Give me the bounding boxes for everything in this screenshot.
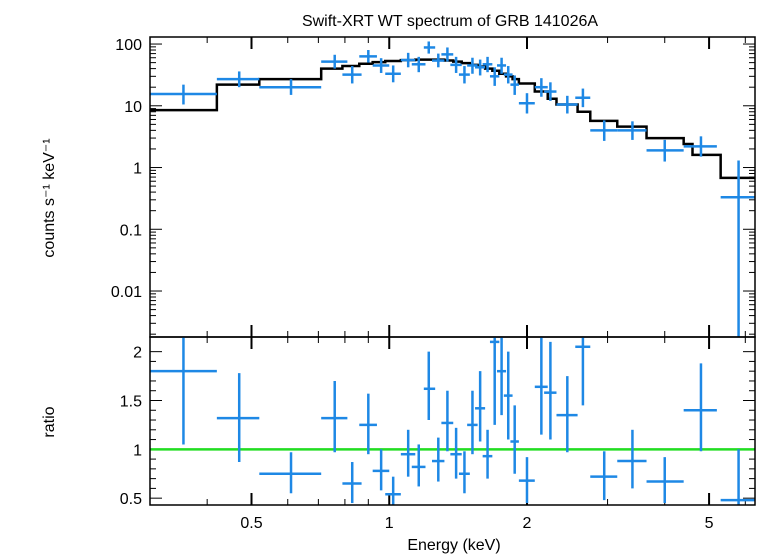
spectrum-data-point [575, 88, 591, 108]
spectrum-data-point [475, 59, 486, 76]
model-step-line [150, 58, 755, 180]
ratio-y-tick-label: 2 [133, 345, 142, 362]
x-axis-label: Energy (keV) [407, 537, 500, 554]
ratio-data-point [556, 376, 578, 453]
spectrum-data-point [556, 95, 578, 114]
ratio-data-point [259, 452, 322, 494]
top-y-tick-label: 10 [124, 99, 142, 116]
ratio-data-point [450, 427, 462, 479]
spectrum-panel: 0.01 0.1 1 10 100 [111, 36, 756, 338]
ratio-data-point [646, 457, 684, 504]
ratio-data-point [489, 337, 500, 425]
ratio-data-point [458, 451, 470, 494]
spectrum-data-point [497, 57, 507, 74]
spectrum-data-group [150, 41, 755, 337]
spectrum-data-point [518, 93, 535, 114]
top-y-tick-label: 0.1 [120, 222, 142, 239]
ratio-data-point [321, 380, 348, 453]
ratio-data-group [150, 337, 755, 505]
ratio-data-point [590, 451, 618, 501]
x-tick-label: 5 [705, 515, 714, 532]
ratio-panel: 0.5 1 1.5 2 0.5 1 2 5 [120, 336, 756, 532]
spectrum-data-point [431, 53, 445, 68]
ratio-y-tick-label: 1.5 [120, 393, 142, 410]
spectrum-data-point [450, 56, 462, 73]
ratio-data-point [534, 337, 548, 435]
spectrum-data-point [150, 84, 217, 105]
ratio-data-point [431, 437, 445, 482]
ratio-data-point [467, 390, 478, 455]
ratio-data-point [503, 351, 513, 440]
ratio-data-point [518, 457, 535, 504]
spectrum-panel-frame [149, 36, 756, 338]
spectrum-data-point [503, 66, 513, 84]
ratio-data-point [510, 405, 519, 474]
spectrum-data-point [720, 160, 755, 337]
ratio-data-point [683, 363, 717, 452]
ratio-data-point [400, 429, 416, 477]
spectrum-data-point [342, 66, 362, 84]
ratio-data-point [359, 393, 377, 455]
spectrum-data-point [510, 75, 519, 95]
spectrum-data-point [544, 82, 557, 101]
bottom-y-axis-label: ratio [41, 406, 58, 437]
spectrum-data-point [534, 78, 548, 97]
top-y-tick-label: 0.01 [111, 284, 142, 301]
ratio-data-point [482, 429, 493, 479]
ratio-data-point [385, 476, 401, 505]
spectrum-data-point [646, 139, 684, 162]
spectrum-data-point [411, 56, 426, 73]
ratio-y-tick-label: 0.5 [120, 491, 142, 508]
ratio-panel-frame [149, 336, 756, 506]
spectrum-data-point [467, 57, 478, 74]
spectrum-data-point [400, 52, 416, 68]
spectrum-data-point [372, 58, 390, 73]
spectrum-data-point [683, 136, 717, 157]
spectrum-data-point [321, 54, 348, 69]
top-y-tick-label: 1 [133, 161, 142, 178]
top-y-axis-label: counts s⁻¹ keV⁻¹ [41, 138, 58, 257]
spectrum-data-point [259, 79, 322, 95]
spectrum-data-point [617, 121, 647, 140]
ratio-data-point [216, 373, 260, 463]
ratio-data-point [497, 337, 507, 416]
spectrum-data-point [441, 47, 454, 62]
ratio-y-tick-label: 1 [133, 442, 142, 459]
spectrum-data-point [482, 56, 493, 73]
ratio-data-point [342, 462, 362, 504]
ratio-data-point [372, 449, 390, 491]
ratio-data-point [150, 337, 217, 445]
ratio-data-point [423, 351, 436, 421]
spectrum-data-point [489, 67, 500, 86]
model-curve-group [150, 58, 755, 180]
x-tick-label: 0.5 [240, 515, 262, 532]
x-tick-label: 2 [523, 515, 532, 532]
spectrum-data-point [458, 66, 470, 84]
ratio-data-point [575, 337, 591, 406]
ratio-data-point [544, 341, 557, 440]
ratio-data-point [720, 449, 755, 505]
x-tick-label: 1 [385, 515, 394, 532]
spectrum-data-point [423, 41, 436, 54]
chart-title: Swift-XRT WT spectrum of GRB 141026A [302, 13, 598, 30]
ratio-data-point [441, 390, 454, 452]
ratio-data-point [475, 371, 486, 442]
top-y-tick-label: 100 [115, 37, 142, 54]
spectrum-data-point [216, 71, 260, 88]
spectrum-data-point [590, 120, 618, 141]
spectrum-data-point [385, 65, 401, 83]
ratio-data-point [617, 429, 647, 489]
ratio-data-point [411, 444, 426, 487]
spectrum-data-point [359, 50, 377, 63]
